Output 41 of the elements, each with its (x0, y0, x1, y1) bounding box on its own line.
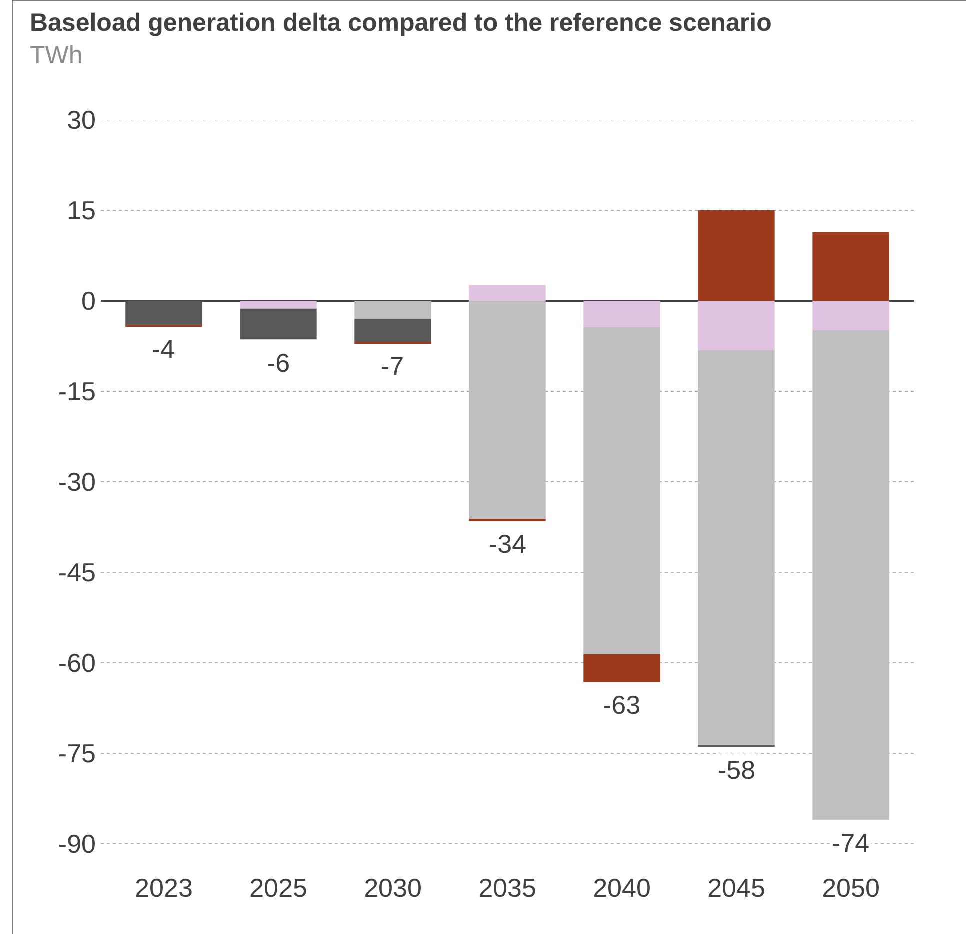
bar (698, 210, 775, 301)
x-tick-label: 2040 (593, 873, 651, 903)
x-tick-label: 2035 (478, 873, 536, 903)
total-label: -34 (489, 529, 527, 559)
y-tick-label: -30 (58, 467, 96, 498)
y-tick-label: -90 (58, 829, 96, 860)
total-label: -4 (152, 334, 176, 364)
bar (469, 285, 546, 301)
bar (812, 330, 890, 820)
bar (698, 350, 775, 746)
y-tick-label: 15 (67, 196, 96, 226)
x-tick-label: 2050 (822, 873, 880, 903)
x-tick-label: 2030 (364, 873, 422, 903)
x-tick-label: 2023 (135, 873, 193, 903)
chart-title: Baseload generation delta compared to the reference scenario (30, 8, 772, 37)
total-label: -58 (718, 755, 756, 785)
y-tick-label: -45 (58, 558, 96, 588)
bar (812, 301, 890, 331)
bar (126, 301, 202, 326)
x-tick-label: 2025 (250, 873, 308, 903)
bar (354, 301, 432, 320)
bar (469, 301, 546, 520)
total-label: -6 (267, 348, 290, 378)
y-tick-label: 0 (82, 286, 96, 316)
chart-subtitle: TWh (30, 41, 83, 70)
y-tick-label: 30 (67, 105, 96, 136)
bar (812, 232, 890, 301)
x-tick-label: 2045 (708, 873, 766, 903)
bar (698, 301, 775, 350)
bar (584, 301, 660, 328)
bar (584, 328, 660, 655)
y-tick-label: -60 (58, 648, 96, 678)
bar (240, 301, 317, 309)
total-label: -74 (832, 828, 870, 858)
bar (240, 308, 317, 340)
y-tick-label: -75 (58, 738, 96, 769)
y-tick-label: -15 (58, 376, 96, 407)
bar (354, 319, 432, 342)
total-label: -63 (603, 690, 641, 720)
total-label: -7 (381, 351, 404, 381)
bar (584, 654, 660, 682)
